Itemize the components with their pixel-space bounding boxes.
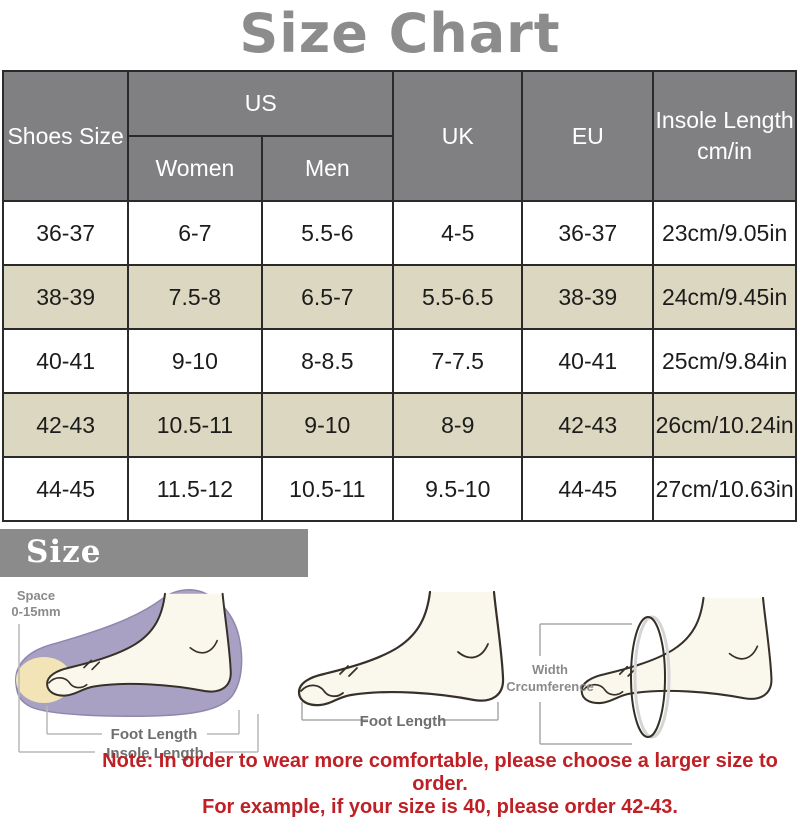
cell-eu: 44-45 [521,456,655,522]
width-label-line2: Crcumference [506,679,593,694]
header-insole-line2: cm/in [697,138,753,164]
header-insole-length: Insole Length cm/in [652,70,797,202]
foot-length-label: Foot Length [360,713,447,730]
cell-insole: 25cm/9.84in [652,328,797,394]
size-row-40-41: 40-41 9-10 8-8.5 7-7.5 40-41 25cm/9.84in [1,328,797,394]
cell-shoes-size: 40-41 [1,328,130,394]
circumference-ellipse [630,616,666,738]
note-line1: Note: In order to wear more comfortable,… [102,750,778,796]
size-row-44-45: 44-45 11.5-12 10.5-11 9.5-10 44-45 27cm/… [1,456,797,522]
cell-shoes-size: 42-43 [1,392,130,458]
space-label-line2: 0-15mm [11,604,60,619]
measurement-bracket-lines [301,702,499,721]
size-row-42-43: 42-43 10.5-11 9-10 8-9 42-43 26cm/10.24i… [1,392,797,458]
cell-shoes-size: 36-37 [1,200,130,266]
foot-side-illustration [46,592,232,697]
cell-uk: 5.5-6.5 [392,264,524,330]
cell-us-women: 6-7 [127,200,263,266]
cell-uk: 8-9 [392,392,524,458]
cell-shoes-size: 38-39 [1,264,130,330]
foot-length-diagram: Foot Length [278,586,528,744]
space-label-line1: Space [17,588,55,603]
foot-length-illustration: Foot Length [297,590,505,730]
foot-side-illustration [580,596,773,705]
cell-uk: 9.5-10 [392,456,524,522]
cell-us-men: 10.5-11 [260,456,395,522]
header-uk: UK [392,70,524,202]
cell-uk: 7-7.5 [392,328,524,394]
cell-us-men: 9-10 [260,392,395,458]
header-row-2: Women Men [3,135,796,202]
circumference-ellipse-shadow [633,615,671,739]
insole-foot-illustration: Space 0-15mm Foot Length Insole Length [11,588,259,762]
size-row-36-37: 36-37 6-7 5.5-6 4-5 36-37 23cm/9.05in [1,200,797,266]
insole-length-diagram: Space 0-15mm Foot Length Insole Length [2,582,274,762]
cell-insole: 24cm/9.45in [652,264,797,330]
size-row-38-39: 38-39 7.5-8 6.5-7 5.5-6.5 38-39 24cm/9.4… [1,264,797,330]
size-table: Shoes Size US UK EU Insole Length cm/in … [1,70,797,522]
header-us-women: Women [127,135,263,202]
order-note: Note: In order to wear more comfortable,… [90,750,790,820]
cell-us-men: 6.5-7 [260,264,395,330]
cell-eu: 42-43 [521,392,655,458]
cell-us-men: 8-8.5 [260,328,395,394]
cell-shoes-size: 44-45 [1,456,130,522]
cell-us-women: 11.5-12 [127,456,263,522]
measurement-bracket-lines [539,623,632,745]
width-circumference-illustration: Width Crcumference [506,596,773,745]
cell-insole: 27cm/10.63in [652,456,797,522]
cell-us-men: 5.5-6 [260,200,395,266]
header-eu: EU [521,70,655,202]
header-us-men: Men [260,135,395,202]
header-insole-line1: Insole Length [655,106,794,133]
cell-insole: 23cm/9.05in [652,200,797,266]
header-shoes-size: Shoes Size [1,70,130,202]
header-us: US [127,70,395,137]
cell-eu: 40-41 [521,328,655,394]
size-suggestion-heading: Size suggestion: [0,529,308,616]
measurement-bracket-lines [18,624,259,753]
foot-side-illustration [297,590,505,707]
cell-eu: 36-37 [521,200,655,266]
cell-uk: 4-5 [392,200,524,266]
cell-us-women: 7.5-8 [127,264,263,330]
insole-length-label: Insole Length [106,745,204,762]
foot-length-label: Foot Length [111,726,198,743]
cell-eu: 38-39 [521,264,655,330]
cell-us-women: 9-10 [127,328,263,394]
width-circumference-diagram: Width Crcumference [502,582,797,762]
cell-us-women: 10.5-11 [127,392,263,458]
cell-insole: 26cm/10.24in [652,392,797,458]
header-row-1: Shoes Size US UK EU Insole Length cm/in [1,70,797,202]
width-label-line1: Width [532,662,568,677]
page-title: Size Chart [239,2,561,65]
